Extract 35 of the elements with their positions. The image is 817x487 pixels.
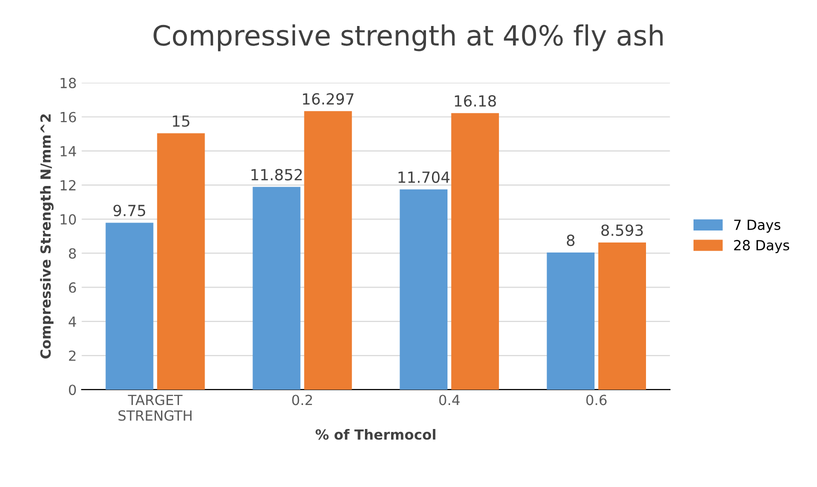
bar xyxy=(106,222,154,390)
y-tick-label: 10 xyxy=(60,214,76,225)
x-axis-title: % of Thermocol xyxy=(316,429,436,440)
y-tick-label: 4 xyxy=(68,316,76,327)
bar xyxy=(451,113,499,390)
data-label: 16.297 xyxy=(302,93,354,105)
x-tick-label: 0.4 xyxy=(439,394,460,406)
bar xyxy=(157,133,205,390)
y-tick-label: 18 xyxy=(60,78,76,88)
y-tick-label: 0 xyxy=(68,384,76,396)
y-tick-label: 8 xyxy=(68,248,76,259)
chart-title: Compressive strength at 40% fly ash xyxy=(154,24,663,52)
bar xyxy=(546,252,595,390)
legend-label: 7 Days xyxy=(734,220,780,233)
data-label: 8.593 xyxy=(601,224,643,236)
data-label: 11.704 xyxy=(398,171,450,183)
y-tick-label: 2 xyxy=(69,350,76,361)
bar xyxy=(304,111,352,390)
data-label: 15 xyxy=(172,115,190,127)
bar xyxy=(598,242,646,390)
y-tick-label: 12 xyxy=(60,180,76,190)
data-label: 11.852 xyxy=(252,168,302,180)
y-tick-label: 6 xyxy=(68,282,76,293)
x-tick-label: 0.2 xyxy=(292,394,312,406)
y-axis-title: Compressive Strength N/mm^2 xyxy=(40,114,54,359)
x-tick-label: TARGET STRENGTH xyxy=(118,394,192,421)
data-label: 8 xyxy=(566,234,574,246)
bar xyxy=(252,186,300,390)
legend-label: 28 Days xyxy=(734,240,790,254)
y-tick-label: 14 xyxy=(60,146,76,156)
y-tick-label: 16 xyxy=(60,112,76,122)
x-tick-label: 0.6 xyxy=(586,394,607,406)
data-label: 16.18 xyxy=(454,95,496,107)
data-label: 9.75 xyxy=(113,204,146,216)
bar xyxy=(400,189,448,390)
